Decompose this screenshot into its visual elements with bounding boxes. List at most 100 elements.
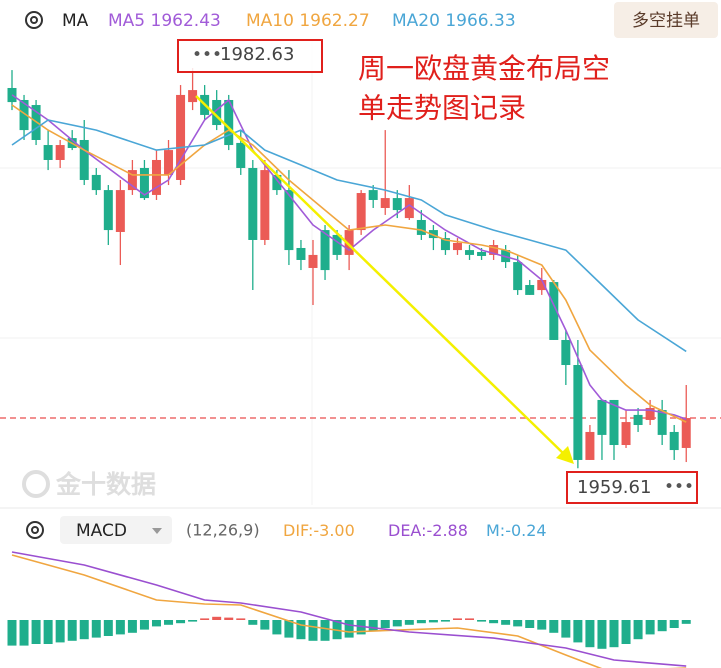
candle xyxy=(489,239,499,260)
gear-hub xyxy=(30,16,38,24)
candle-body xyxy=(513,262,523,291)
macd-bar xyxy=(585,620,595,648)
macd-bar xyxy=(164,620,174,625)
candle-body xyxy=(236,142,246,168)
candle xyxy=(657,399,667,446)
legend-value: 1966.33 xyxy=(445,11,515,31)
macd-name[interactable]: MACD xyxy=(76,521,127,541)
candle xyxy=(43,130,53,171)
candle xyxy=(440,231,450,255)
candle-body xyxy=(356,193,366,231)
macd-bar xyxy=(537,620,547,630)
indicator-name[interactable]: MA xyxy=(62,11,89,31)
macd-bar xyxy=(657,620,667,632)
macd-bar xyxy=(320,620,330,641)
candle xyxy=(344,225,354,271)
macd-bar xyxy=(404,620,414,625)
candle-body xyxy=(681,418,691,448)
candle xyxy=(645,399,655,426)
candle xyxy=(416,210,426,240)
order-button-label[interactable]: 多空挂单 xyxy=(632,11,700,31)
candle-body xyxy=(537,279,547,291)
macd-settings-icon[interactable] xyxy=(26,521,44,539)
macd-legend-name: M: xyxy=(486,521,505,540)
macd-bar xyxy=(284,620,294,638)
macd-bar xyxy=(31,620,41,644)
candle-body xyxy=(176,94,186,180)
candle-body xyxy=(621,422,631,446)
low-label: 1959.61 xyxy=(577,477,651,498)
macd-pane xyxy=(7,551,691,668)
candle xyxy=(260,159,270,246)
candle-body xyxy=(224,99,234,146)
candle xyxy=(103,185,113,246)
dropdown-caret xyxy=(152,528,162,534)
candle-body xyxy=(320,230,330,271)
candle-body xyxy=(103,190,113,231)
candle-body xyxy=(127,170,137,191)
macd-bar xyxy=(549,620,559,633)
candle xyxy=(296,239,306,271)
macd-legend-entry: DEA:-2.88 xyxy=(388,521,468,540)
ma-line xyxy=(11,119,687,353)
order-button[interactable] xyxy=(614,2,718,38)
candle xyxy=(621,410,631,448)
low-dots: ••• xyxy=(664,477,694,497)
candle-body xyxy=(609,399,619,446)
candle xyxy=(91,167,101,195)
candle xyxy=(139,159,149,200)
candle xyxy=(609,399,619,460)
candle-body xyxy=(43,145,53,160)
candle-body xyxy=(272,174,282,191)
candle-body xyxy=(296,247,306,260)
macd-bar xyxy=(597,620,607,649)
macd-bar xyxy=(7,620,17,646)
macd-bar xyxy=(368,620,378,632)
candle xyxy=(188,67,198,111)
watermark-icon xyxy=(22,470,50,498)
macd-bar xyxy=(392,620,402,627)
macd-bar xyxy=(19,620,29,646)
macd-bar xyxy=(669,620,679,628)
candle xyxy=(55,139,65,168)
macd-bar xyxy=(67,620,77,641)
candle-body xyxy=(332,234,342,255)
macd-bar xyxy=(465,618,475,620)
candle xyxy=(248,159,258,291)
macd-bar xyxy=(344,620,354,638)
macd-bar xyxy=(621,620,631,644)
candle-body xyxy=(597,399,607,435)
legend-entry: MA10 1962.27 xyxy=(246,11,370,31)
candle xyxy=(404,185,414,220)
candle-body xyxy=(573,365,583,460)
candle xyxy=(428,225,438,251)
macd-legend-name: DIF: xyxy=(283,521,313,540)
candle-body xyxy=(645,407,655,420)
candle-body xyxy=(308,254,318,268)
legend-value: 1962.27 xyxy=(299,11,369,31)
macd-bar xyxy=(248,620,258,625)
annotation-text: 周一欧盘黄金布局空 xyxy=(358,52,610,85)
macd-bar xyxy=(561,620,571,638)
macd-bar xyxy=(139,620,149,630)
macd-bar xyxy=(645,620,655,635)
watermark: 金十数据 xyxy=(22,470,156,499)
candle xyxy=(164,139,174,186)
macd-bar xyxy=(91,620,101,638)
legend-name: MA10 xyxy=(246,11,294,31)
macd-legend-value: -0.24 xyxy=(505,521,546,540)
candle xyxy=(380,130,390,215)
macd-bar xyxy=(633,620,643,640)
macd-bar xyxy=(236,618,246,620)
candle-body xyxy=(368,190,378,200)
candle-body xyxy=(344,230,354,255)
settings-icon[interactable] xyxy=(25,11,43,29)
high-box xyxy=(177,39,323,73)
candle xyxy=(597,399,607,460)
gear xyxy=(26,521,44,539)
macd-selector[interactable] xyxy=(60,516,172,544)
candle-body xyxy=(151,159,161,195)
macd-bar xyxy=(609,620,619,648)
candle-body xyxy=(139,167,149,199)
macd-bar xyxy=(43,620,53,644)
